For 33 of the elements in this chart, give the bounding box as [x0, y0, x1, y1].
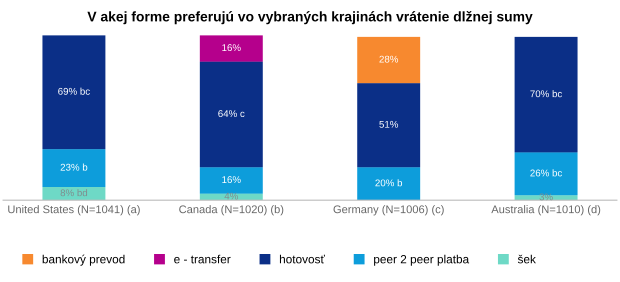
bar [514, 36, 578, 152]
x-tick-label: Canada (N=1020) (b) [179, 205, 284, 216]
x-tick-label: Australia (N=1010) (d) [491, 205, 600, 216]
data-label: 23% b [60, 164, 88, 171]
bar [357, 36, 420, 84]
data-label: 69% bc [58, 88, 90, 95]
data-label: 20% b [375, 179, 402, 186]
legend-label: e - transfer [174, 254, 231, 264]
x-tick-label: United States (N=1041) (a) [8, 205, 140, 216]
bar [42, 35, 106, 150]
data-label: 4% [224, 192, 238, 200]
data-label: 3% [539, 193, 553, 200]
legend-label: bankový prevod [42, 254, 124, 266]
legend-label: šek [518, 254, 536, 264]
bar [200, 62, 263, 168]
data-label: 16% [222, 44, 241, 52]
data-label: 51% [379, 120, 398, 128]
data-label: 8% bd [60, 189, 88, 196]
data-label: 64% c [218, 110, 245, 118]
data-label: 16% [222, 176, 241, 184]
bar [200, 35, 263, 62]
data-label: 28% [379, 56, 398, 63]
bar [42, 149, 106, 188]
bar [357, 83, 420, 168]
bar [200, 167, 263, 194]
legend-label: hotovosť [280, 254, 326, 264]
x-tick-label: Germany (N=1006) (c) [334, 205, 444, 216]
chart-title: V akej forme preferujú vo vybraných krajinách vrátenie dlžnej sumy [87, 10, 533, 24]
bar [514, 152, 578, 196]
data-label: 26% bc [530, 169, 562, 176]
legend-label: peer 2 peer platba [374, 254, 470, 266]
bar [357, 167, 420, 200]
data-label: 70% bc [530, 90, 562, 98]
